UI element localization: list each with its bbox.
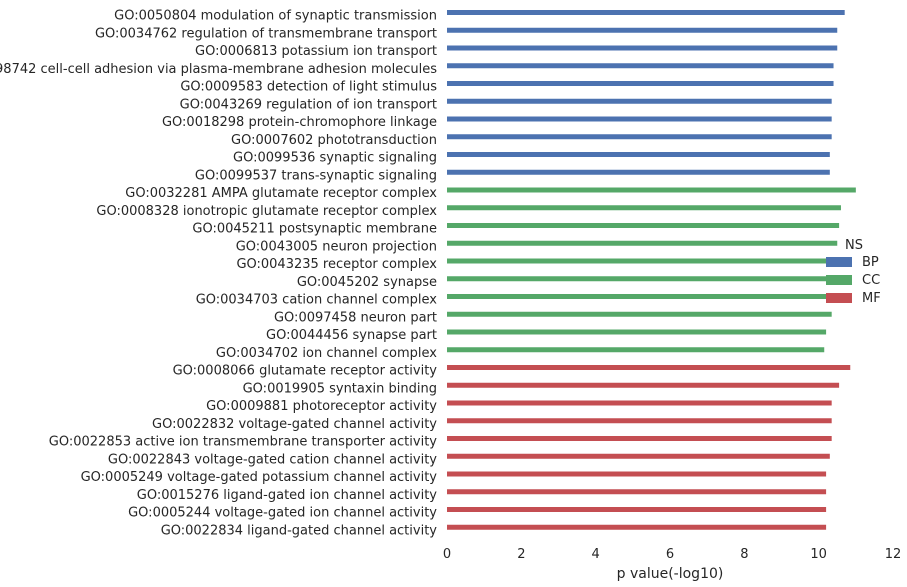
legend-swatch-cc (826, 275, 852, 285)
category-label: GO:0043235 receptor complex (236, 257, 437, 272)
legend-label-mf: MF (862, 291, 881, 306)
category-label: GO:0050804 modulation of synaptic transm… (114, 9, 437, 24)
bar-mf (447, 436, 832, 441)
legend-label-cc: CC (862, 273, 880, 288)
bar-mf (447, 382, 840, 388)
category-label: GO:0043005 neuron projection (236, 239, 437, 254)
bar-mf (447, 471, 827, 477)
legend-label-bp: BP (862, 255, 879, 270)
bars-layer (447, 10, 856, 530)
category-label: GO:0032281 AMPA glutamate receptor compl… (125, 186, 437, 201)
category-label: GO:0034702 ion channel complex (216, 346, 437, 361)
bar-cc (447, 276, 836, 282)
bar-cc (447, 347, 825, 353)
bar-cc (447, 223, 840, 228)
bar-bp (447, 45, 838, 51)
category-label: GO:0099536 synaptic signaling (233, 151, 437, 166)
bar-bp (447, 27, 838, 33)
x-tick-label: 6 (666, 547, 674, 562)
category-label: GO:0034703 cation channel complex (196, 293, 438, 308)
category-labels: GO:0050804 modulation of synaptic transm… (0, 9, 437, 539)
category-label: GO:0034762 regulation of transmembrane t… (95, 26, 437, 41)
category-label: GO:0009583 detection of light stimulus (180, 80, 437, 95)
bar-mf (447, 418, 832, 424)
x-tick-label: 0 (443, 547, 451, 562)
category-label: GO:0043269 regulation of ion transport (180, 97, 437, 112)
bar-bp (447, 10, 845, 15)
category-label: GO:0018298 protein-chromophore linkage (162, 115, 437, 130)
legend-swatch-bp (826, 257, 852, 267)
category-label: GO:0007602 phototransduction (231, 133, 437, 148)
category-label: GO:0044456 synapse part (266, 328, 437, 343)
bar-bp (447, 98, 832, 104)
legend-swatch-mf (826, 293, 852, 303)
category-label: GO:0099537 trans-synaptic signaling (195, 168, 437, 183)
category-label: GO:0022853 active ion transmembrane tran… (49, 435, 438, 450)
legend-title: NS (845, 238, 863, 253)
category-label: GO:0045202 synapse (297, 275, 437, 290)
x-axis: 0 2 4 6 8 10 12 (443, 547, 901, 562)
bar-cc (447, 294, 834, 299)
bar-mf (447, 365, 851, 370)
category-label: GO:0015276 ligand-gated ion channel acti… (137, 488, 438, 503)
bar-bp (447, 81, 834, 86)
bar-mf (447, 400, 832, 406)
bar-cc (447, 329, 827, 335)
x-axis-label: p value(-log10) (617, 566, 724, 582)
bar-cc (447, 205, 841, 211)
category-label: GO:0009881 photoreceptor activity (206, 399, 437, 414)
bar-mf (447, 489, 827, 495)
bar-cc (447, 240, 838, 246)
category-label: GO:0098742 cell-cell adhesion via plasma… (0, 62, 437, 77)
bar-cc (447, 258, 836, 264)
x-tick-label: 12 (885, 547, 902, 562)
bar-bp (447, 63, 834, 69)
category-label: GO:0005249 voltage-gated potassium chann… (81, 470, 438, 485)
bar-bp (447, 116, 832, 122)
category-label: GO:0008328 ionotropic glutamate receptor… (96, 204, 437, 219)
category-label: GO:0022834 ligand-gated channel activity (161, 523, 438, 538)
x-tick-label: 10 (810, 547, 827, 562)
category-label: GO:0097458 neuron part (274, 310, 437, 325)
category-label: GO:0005244 voltage-gated ion channel act… (128, 506, 437, 521)
x-tick-label: 4 (592, 547, 600, 562)
x-tick-label: 2 (517, 547, 525, 562)
bar-mf (447, 507, 827, 512)
category-label: GO:0008066 glutamate receptor activity (173, 364, 438, 379)
x-tick-label: 8 (740, 547, 748, 562)
bar-bp (447, 169, 830, 175)
category-label: GO:0022843 voltage-gated cation channel … (108, 452, 437, 467)
bar-bp (447, 134, 832, 140)
bar-bp (447, 152, 830, 157)
category-label: GO:0006813 potassium ion transport (195, 44, 437, 59)
bar-cc (447, 187, 856, 193)
bar-mf (447, 524, 827, 530)
category-label: GO:0022832 voltage-gated channel activit… (152, 417, 437, 432)
bar-cc (447, 311, 832, 317)
category-label: GO:0045211 postsynaptic membrane (192, 222, 437, 237)
category-label: GO:0019905 syntaxin binding (243, 381, 437, 396)
bar-mf (447, 453, 830, 459)
legend: NS BP CC MF (826, 238, 881, 306)
